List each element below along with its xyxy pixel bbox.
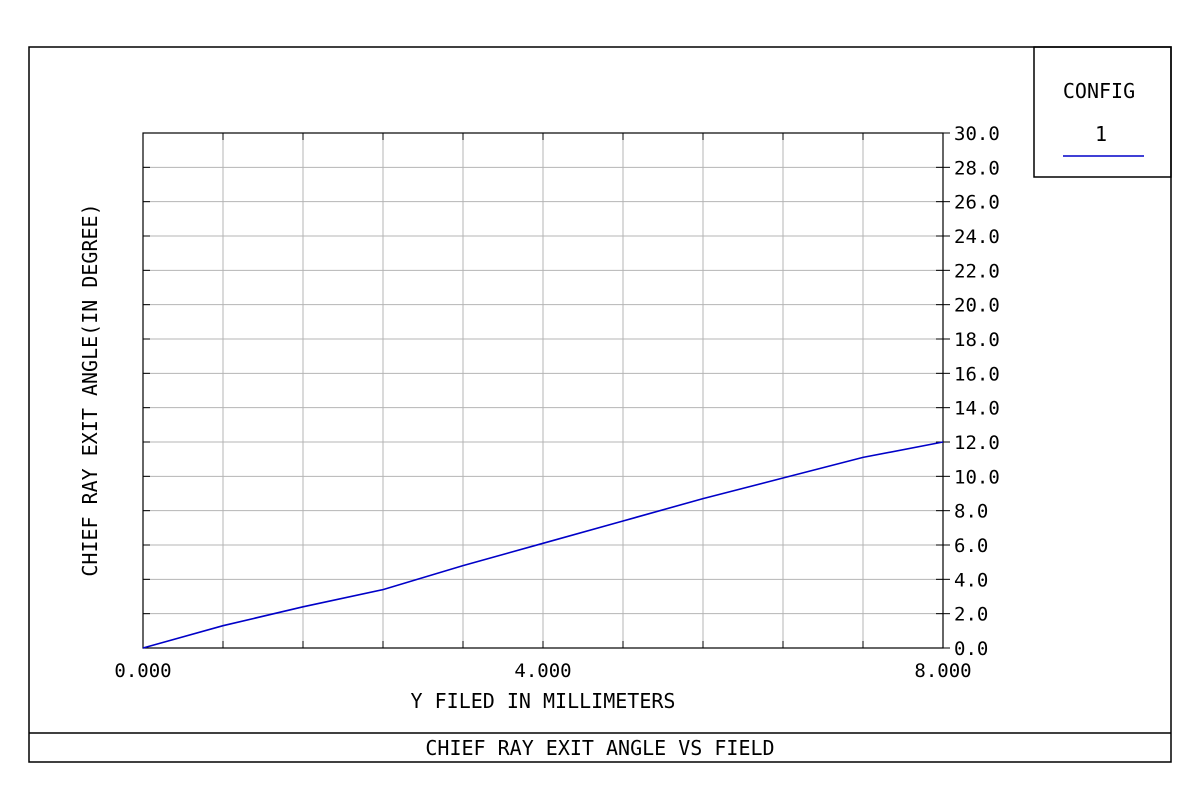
- y-tick-label: 2.0: [954, 604, 988, 626]
- y-tick-label: 10.0: [954, 466, 1000, 488]
- x-axis-label: Y FILED IN MILLIMETERS: [411, 689, 676, 713]
- outer-frame: [28, 46, 1172, 763]
- y-tick-label: 28.0: [954, 157, 1000, 179]
- y-tick-label: 20.0: [954, 295, 1000, 317]
- series-line-config-1: [142, 441, 944, 649]
- y-tick-label: 24.0: [954, 226, 1000, 248]
- grid: [143, 133, 943, 648]
- x-tick-label: 4.000: [514, 660, 571, 682]
- y-tick-label: 14.0: [954, 398, 1000, 420]
- y-tick-label: 0.0: [954, 638, 988, 660]
- legend-title: CONFIG: [1063, 79, 1135, 103]
- y-tick-label: 6.0: [954, 535, 988, 557]
- y-tick-label: 8.0: [954, 501, 988, 523]
- plot-area: [142, 132, 944, 649]
- y-axis-label: CHIEF RAY EXIT ANGLE(IN DEGREE): [78, 203, 102, 576]
- y-tick-label: 16.0: [954, 363, 1000, 385]
- y-tick-label: 12.0: [954, 432, 1000, 454]
- chart-title: CHIEF RAY EXIT ANGLE VS FIELD: [425, 736, 774, 760]
- tick-marks: [143, 132, 950, 649]
- legend-box: [1033, 46, 1172, 178]
- legend-entry-label: 1: [1095, 122, 1107, 146]
- y-tick-labels: 0.0 2.0 4.0 6.0 8.0 10.0 12.0 14.0 16.0 18.0 20.0 2…: [954, 123, 1000, 660]
- y-tick-label: 18.0: [954, 329, 1000, 351]
- y-tick-label: 22.0: [954, 260, 1000, 282]
- x-tick-label: 8.000: [914, 660, 971, 682]
- x-tick-labels: 0.000 4.000 8.000: [114, 660, 971, 682]
- y-tick-label: 26.0: [954, 192, 1000, 214]
- y-tick-label: 30.0: [954, 123, 1000, 145]
- x-tick-label: 0.000: [114, 660, 171, 682]
- y-tick-label: 4.0: [954, 569, 988, 591]
